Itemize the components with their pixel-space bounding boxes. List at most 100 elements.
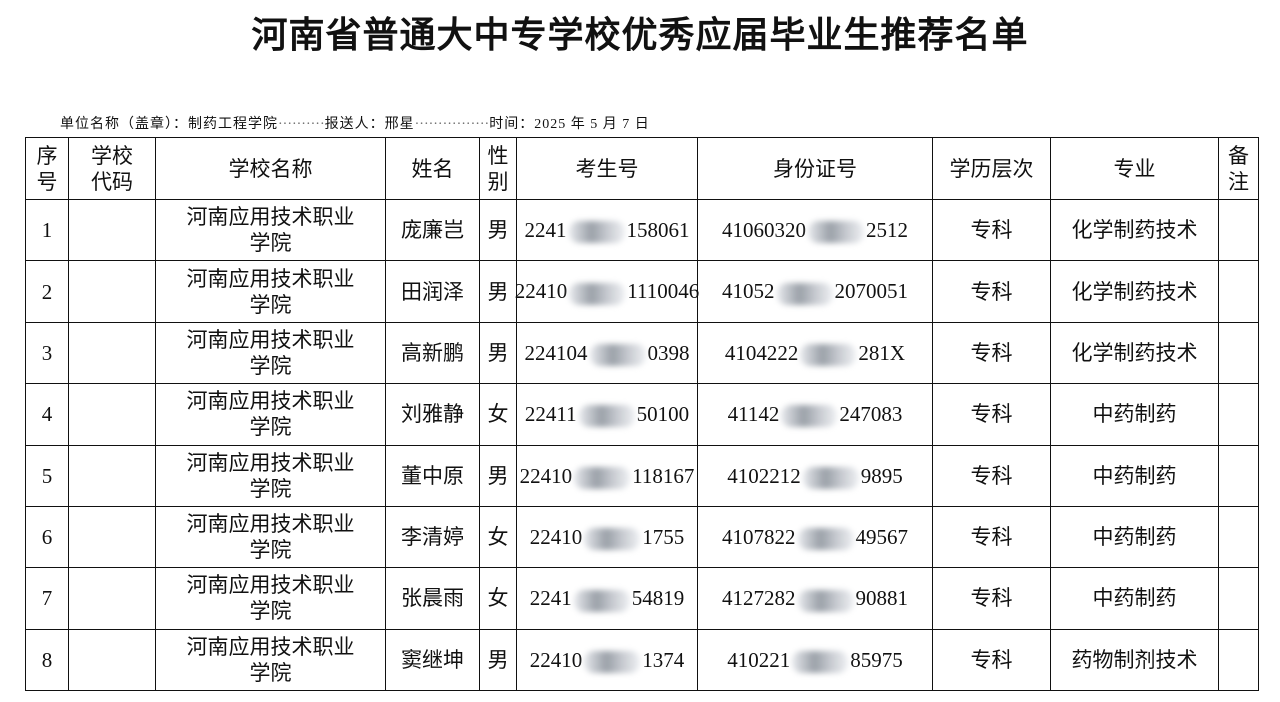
- table-cell: 化学制药技术: [1051, 322, 1219, 385]
- name-text: 董中原: [401, 463, 464, 488]
- table-cell: 药物制剂技术: [1051, 629, 1219, 691]
- level-text: 专科: [970, 340, 1013, 365]
- table-cell: [1219, 261, 1259, 323]
- table-cell: [1219, 445, 1259, 507]
- table-cell: 河南应用技术职业学院: [156, 445, 386, 507]
- no-text: 3: [41, 340, 53, 365]
- column-header: 身份证号: [773, 156, 857, 181]
- number-prefix: 41052: [722, 279, 775, 304]
- masked-number: 4127282 90881: [722, 585, 908, 612]
- level-text: 专科: [970, 279, 1013, 304]
- table-cell: 中药制药: [1051, 506, 1219, 569]
- header-cell: 学校代码: [69, 138, 156, 200]
- table-cell: 41060320 2512: [698, 200, 933, 262]
- name-text: 田润泽: [401, 279, 464, 304]
- header-cell: 身份证号: [698, 138, 933, 200]
- masked-number: 22410 1755: [530, 524, 684, 551]
- number-prefix: 4102212: [727, 463, 801, 488]
- column-header: 姓名: [411, 156, 454, 181]
- major-text: 中药制药: [1092, 525, 1177, 550]
- table-cell: [69, 629, 156, 691]
- major-text: 中药制药: [1092, 586, 1177, 611]
- table-cell: 2: [26, 261, 69, 323]
- school-text: 河南应用技术职业学院: [186, 573, 355, 624]
- school-text: 河南应用技术职业学院: [186, 205, 355, 256]
- table-cell: 男: [480, 261, 517, 323]
- table-cell: [1219, 200, 1259, 262]
- table-cell: 窦继坤: [386, 629, 480, 691]
- table-cell: 41052 2070051: [698, 261, 933, 323]
- table-cell: [69, 384, 156, 446]
- leader-dots: ················: [414, 117, 490, 132]
- number-suffix: 118167: [632, 463, 695, 488]
- sex-text: 男: [487, 218, 509, 243]
- sex-text: 女: [487, 402, 509, 427]
- level-text: 专科: [970, 218, 1013, 243]
- blur: [781, 405, 838, 428]
- number-prefix: 22410: [529, 647, 583, 672]
- column-header: 序号: [36, 143, 58, 194]
- header-cell: 姓名: [386, 138, 480, 200]
- table-cell: 中药制药: [1051, 568, 1219, 630]
- blur: [792, 650, 849, 673]
- column-header: 学校代码: [91, 143, 133, 194]
- table-cell: 女: [480, 568, 517, 630]
- blur: [584, 528, 641, 551]
- table-cell: [69, 261, 156, 323]
- blur: [578, 405, 635, 428]
- table-cell: 4107822 49567: [698, 506, 933, 569]
- table-cell: 董中原: [386, 445, 480, 507]
- sex-text: 男: [487, 647, 509, 672]
- table-cell: 男: [480, 629, 517, 691]
- table-cell: 张晨雨: [386, 568, 480, 630]
- table-cell: 田润泽: [386, 261, 480, 323]
- blur: [569, 282, 626, 305]
- table-cell: [69, 568, 156, 630]
- column-header: 备注: [1228, 143, 1249, 194]
- header-cell: 专业: [1051, 138, 1219, 200]
- blur: [802, 466, 859, 489]
- no-text: 7: [41, 586, 53, 611]
- header-cell: 备注: [1219, 138, 1259, 200]
- number-suffix: 0398: [647, 340, 690, 365]
- school-text: 河南应用技术职业学院: [186, 450, 355, 501]
- table-cell: 河南应用技术职业学院: [156, 506, 386, 569]
- major-text: 中药制药: [1092, 402, 1177, 427]
- table-cell: 中药制药: [1051, 445, 1219, 507]
- table-cell: 22410 1374: [517, 629, 698, 691]
- name-text: 高新鹏: [401, 340, 464, 365]
- table-cell: 22410 1755: [517, 506, 698, 569]
- number-prefix: 2241: [524, 218, 567, 243]
- number-suffix: 9895: [860, 463, 903, 488]
- table-cell: 3: [26, 322, 69, 385]
- number-prefix: 22410: [514, 279, 568, 304]
- sex-text: 男: [487, 463, 509, 488]
- level-text: 专科: [970, 463, 1013, 488]
- table-cell: 化学制药技术: [1051, 261, 1219, 323]
- table-cell: 4: [26, 384, 69, 446]
- number-suffix: 247083: [839, 402, 903, 427]
- no-text: 2: [41, 279, 53, 304]
- table-cell: [69, 445, 156, 507]
- blur: [574, 466, 631, 489]
- table-cell: 男: [480, 445, 517, 507]
- masked-number: 41052 2070051: [722, 278, 908, 305]
- table-cell: 专科: [933, 261, 1051, 323]
- sex-text: 男: [487, 279, 509, 304]
- table-cell: 4104222 281X: [698, 322, 933, 385]
- number-suffix: 1374: [642, 647, 685, 672]
- school-text: 河南应用技术职业学院: [186, 327, 355, 378]
- table-cell: 2241 158061: [517, 200, 698, 262]
- number-prefix: 22411: [524, 402, 577, 427]
- date: 时间：2025 年 5 月 7 日: [489, 117, 650, 132]
- masked-number: 22410 1374: [529, 647, 685, 673]
- header-cell: 序号: [26, 138, 69, 200]
- table-cell: 女: [480, 384, 517, 446]
- table-cell: 6: [26, 506, 69, 569]
- column-header: 学校名称: [228, 156, 313, 181]
- no-text: 1: [41, 218, 53, 243]
- table-cell: [1219, 506, 1259, 569]
- table-cell: 河南应用技术职业学院: [156, 384, 386, 446]
- table-cell: [1219, 322, 1259, 385]
- blur: [573, 589, 630, 612]
